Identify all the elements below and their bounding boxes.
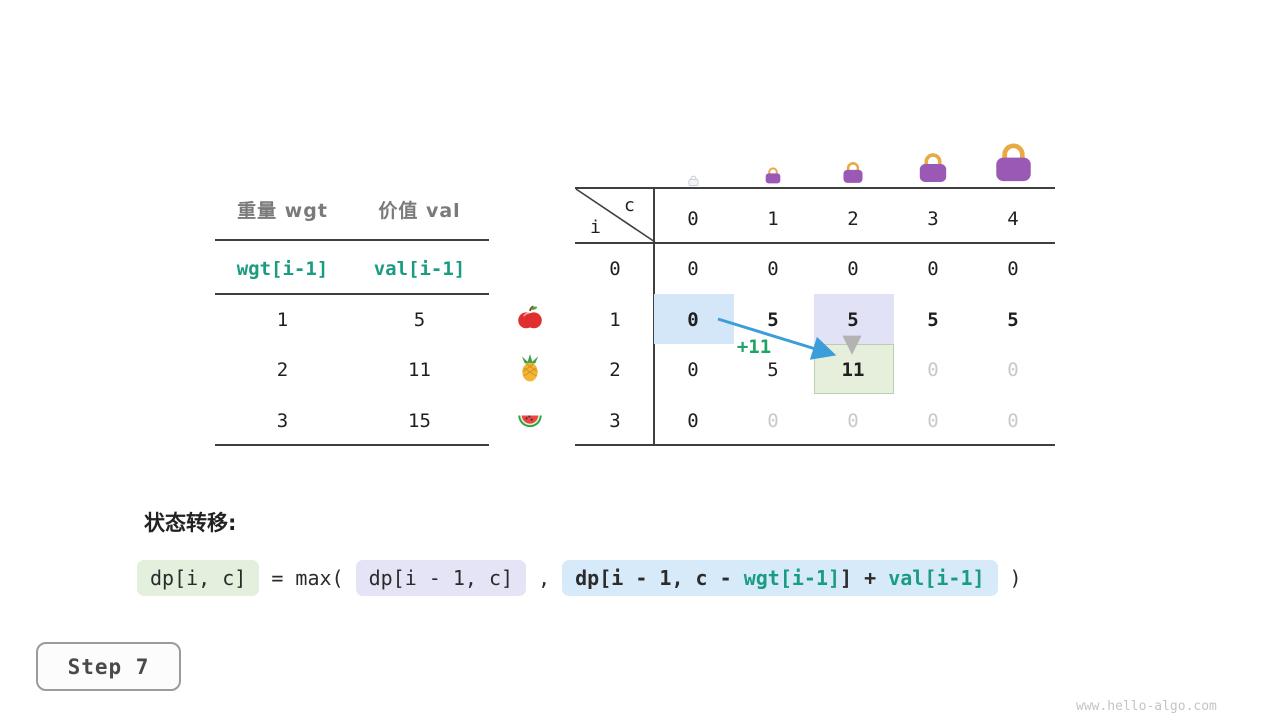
items-wgt-subheader: wgt[i-1]: [236, 258, 329, 280]
dp-cell: 0: [847, 258, 859, 280]
dp-col-header: 3: [927, 208, 939, 230]
dp-table-top-rule: [575, 187, 1055, 189]
dp-row-header: 0: [609, 258, 621, 280]
dp-cell: 0: [687, 309, 699, 331]
item-value-cell: 5: [413, 309, 426, 331]
dp-cell: 5: [1007, 309, 1019, 331]
dp-cell: 5: [767, 309, 779, 331]
items-col-value-header: 价值 val: [378, 200, 461, 222]
dp-cell: 0: [687, 410, 699, 432]
dp-cell: 0: [687, 359, 699, 381]
dp-table-bottom-rule: [575, 444, 1055, 446]
watermelon-icon: [516, 405, 544, 437]
step-badge: Step 7: [36, 642, 181, 691]
dp-corner-col-label: c: [624, 195, 635, 216]
dp-row-header: 1: [609, 309, 621, 331]
dp-table-header-rule: [575, 242, 1055, 244]
bag-tiny-icon: [687, 172, 700, 191]
arrow-add-label: +11: [736, 336, 772, 358]
dp-cell: 0: [1007, 410, 1019, 432]
formula-max-operator: = max(: [271, 566, 344, 590]
bag-small-icon: [763, 165, 783, 189]
formula-arg-take-wgt: wgt[i-1]: [743, 566, 841, 590]
items-table-bottom-rule: [215, 444, 489, 446]
formula-arg-keep: dp[i - 1, c]: [355, 560, 527, 596]
dp-cell: 0: [927, 359, 939, 381]
bag-large-icon: [915, 149, 951, 189]
dp-cell: 0: [927, 410, 939, 432]
dp-cell: 0: [687, 258, 699, 280]
section-title: 状态转移:: [144, 511, 237, 535]
items-val-subheader: val[i-1]: [373, 258, 466, 280]
formula-arg-take-val: val[i-1]: [888, 566, 985, 590]
formula-arg-take-mid: ] +: [840, 566, 889, 590]
dp-col-header: 4: [1007, 208, 1019, 230]
site-watermark: www.hello-algo.com: [1076, 699, 1217, 714]
items-table-subheader-rule: [215, 293, 489, 295]
dp-col-header: 0: [687, 208, 699, 230]
item-weight-cell: 1: [276, 309, 289, 331]
items-col-weight-header: 重量 wgt: [237, 200, 328, 222]
dp-col-header: 2: [847, 208, 859, 230]
item-weight-cell: 3: [276, 410, 289, 432]
dp-row-header: 2: [609, 359, 621, 381]
state-transition-formula: dp[i, c] = max( dp[i - 1, c] , dp[i - 1,…: [137, 560, 1022, 596]
formula-close-paren: ): [1009, 566, 1022, 590]
bag-medium-icon: [840, 159, 866, 189]
dp-corner-row-label: i: [590, 217, 601, 238]
dp-row-header: 3: [609, 410, 621, 432]
formula-comma: ,: [538, 566, 551, 590]
apple-icon: [516, 304, 544, 336]
dp-cell: 0: [927, 258, 939, 280]
pineapple-icon: [516, 354, 544, 386]
dp-col-header: 1: [767, 208, 779, 230]
dp-cell: 11: [841, 359, 865, 381]
items-table-header-rule: [215, 239, 489, 241]
dp-cell: 5: [847, 309, 859, 331]
formula-arg-take-prefix: dp[i - 1, c -: [575, 566, 744, 590]
dp-cell: 0: [847, 410, 859, 432]
formula-arg-take: dp[i - 1, c - wgt[i-1]] + val[i-1]: [562, 560, 998, 596]
item-value-cell: 15: [408, 410, 431, 432]
dp-cell: 0: [767, 410, 779, 432]
item-weight-cell: 2: [276, 359, 289, 381]
formula-lhs: dp[i, c]: [137, 560, 260, 596]
dp-corner-diagonal: [575, 188, 656, 243]
dp-cell: 0: [1007, 258, 1019, 280]
item-value-cell: 11: [408, 359, 431, 381]
dp-cell: 5: [767, 359, 779, 381]
dp-cell: 0: [1007, 359, 1019, 381]
dp-cell: 0: [767, 258, 779, 280]
bag-xlarge-icon: [990, 138, 1037, 189]
dp-cell: 5: [927, 309, 939, 331]
